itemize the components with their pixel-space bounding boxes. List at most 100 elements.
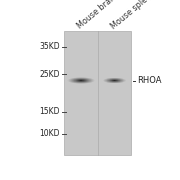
Bar — [74, 80, 75, 81]
Bar — [88, 82, 89, 83]
Bar — [105, 84, 106, 85]
Bar — [84, 84, 85, 85]
Bar — [112, 77, 113, 78]
Bar — [92, 83, 93, 84]
Bar — [69, 81, 70, 82]
Bar — [68, 81, 69, 82]
Bar — [123, 83, 124, 84]
Bar — [85, 75, 86, 76]
Bar — [79, 83, 80, 84]
Bar — [111, 83, 112, 84]
Bar — [83, 83, 84, 84]
Bar — [71, 83, 72, 84]
Bar — [105, 76, 106, 77]
Bar — [91, 85, 92, 86]
Bar — [83, 79, 84, 80]
Bar — [106, 80, 107, 81]
Bar — [104, 79, 105, 80]
Bar — [77, 82, 78, 83]
Bar — [116, 79, 117, 80]
Bar — [115, 79, 116, 80]
Bar — [121, 84, 122, 85]
Bar — [67, 80, 68, 81]
Bar — [114, 81, 115, 82]
Bar — [110, 80, 111, 81]
Bar — [109, 79, 110, 80]
Bar — [71, 78, 72, 79]
Bar — [90, 83, 91, 84]
Bar — [83, 81, 84, 82]
Bar — [90, 81, 91, 82]
Bar — [107, 82, 108, 83]
Bar — [80, 81, 81, 82]
Bar — [82, 82, 83, 83]
Bar — [83, 76, 84, 77]
Bar — [120, 79, 121, 80]
Bar — [84, 80, 85, 81]
Bar — [121, 76, 122, 77]
Bar — [106, 81, 107, 82]
Bar — [85, 79, 86, 80]
Bar — [113, 84, 114, 85]
Bar — [73, 80, 74, 81]
Bar — [83, 77, 84, 78]
Bar — [68, 77, 69, 78]
Bar — [77, 80, 78, 81]
Bar — [85, 81, 86, 82]
Bar — [114, 84, 115, 85]
Bar — [124, 82, 125, 83]
Bar — [108, 78, 109, 79]
Bar — [69, 75, 70, 76]
Bar — [116, 84, 117, 85]
Bar — [71, 76, 72, 77]
Bar — [91, 80, 92, 81]
Bar — [90, 78, 91, 79]
Bar — [123, 84, 124, 85]
Bar — [80, 77, 81, 78]
Bar — [113, 80, 114, 81]
Bar — [89, 82, 90, 83]
Bar — [80, 75, 81, 76]
Bar — [124, 81, 125, 82]
Bar — [110, 77, 111, 78]
Bar — [76, 76, 77, 77]
Bar — [104, 83, 105, 84]
Bar — [111, 77, 112, 78]
Bar — [114, 80, 115, 81]
Bar — [103, 83, 104, 84]
Bar — [109, 83, 110, 84]
Bar — [110, 78, 111, 79]
Bar — [94, 77, 95, 78]
Bar — [107, 84, 108, 85]
Bar — [114, 82, 115, 83]
Bar — [82, 85, 83, 86]
Bar — [85, 80, 86, 81]
Text: 10KD: 10KD — [40, 129, 60, 138]
Bar — [116, 77, 117, 78]
Bar — [76, 80, 77, 81]
Bar — [69, 80, 70, 81]
Bar — [125, 82, 126, 83]
Bar — [67, 77, 68, 78]
Bar — [68, 83, 69, 84]
Bar — [112, 80, 113, 81]
Bar — [108, 79, 109, 80]
Bar — [78, 79, 79, 80]
Bar — [79, 79, 80, 80]
Bar — [93, 77, 94, 78]
Bar — [85, 83, 86, 84]
Bar — [78, 78, 79, 79]
Bar — [83, 78, 84, 79]
Bar — [94, 82, 95, 83]
Bar — [90, 77, 91, 78]
Bar — [68, 85, 69, 86]
Bar — [84, 83, 85, 84]
Bar — [92, 80, 93, 81]
Bar — [86, 82, 87, 83]
Bar — [67, 85, 68, 86]
Bar — [86, 80, 87, 81]
Bar — [71, 75, 72, 76]
Bar — [93, 75, 94, 76]
Bar — [75, 75, 76, 76]
Bar — [72, 76, 73, 77]
